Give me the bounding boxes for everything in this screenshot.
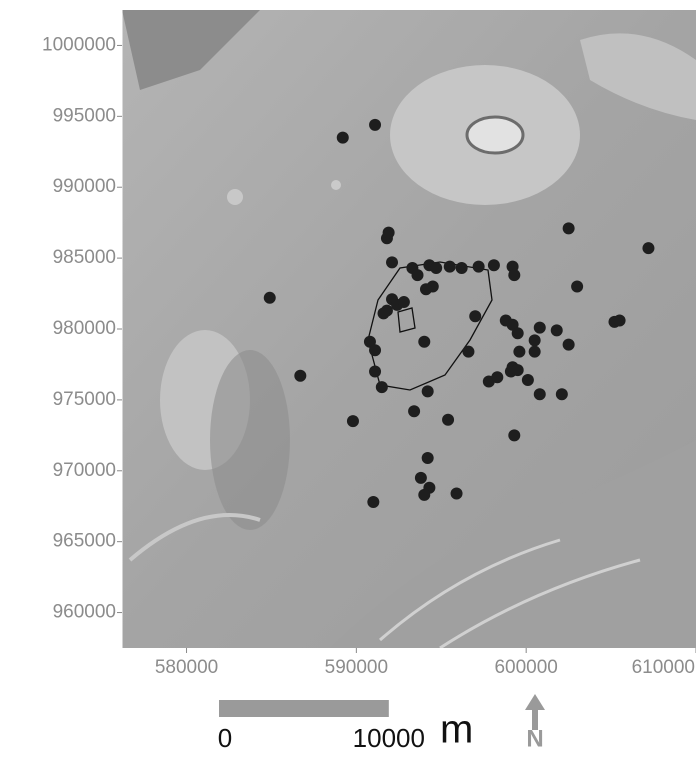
point — [529, 346, 541, 358]
scale-unit: m — [440, 708, 473, 752]
point — [551, 324, 563, 336]
point — [462, 346, 474, 358]
point — [422, 452, 434, 464]
point — [415, 472, 427, 484]
y-tick-label: 1000000 — [42, 34, 116, 55]
point — [378, 307, 390, 319]
point — [556, 388, 568, 400]
x-tick-label: 600000 — [494, 657, 557, 678]
point — [369, 344, 381, 356]
point — [522, 374, 534, 386]
map: 960000 965000 970000 975000 980000 985000 9900… — [0, 0, 696, 756]
point — [473, 261, 485, 273]
point — [614, 314, 626, 326]
point — [383, 227, 395, 239]
point — [369, 119, 381, 131]
point — [430, 262, 442, 274]
point — [398, 296, 410, 308]
x-tick-label: 590000 — [325, 657, 388, 678]
point — [512, 364, 524, 376]
point — [513, 346, 525, 358]
point — [534, 322, 546, 334]
scale-bar — [219, 700, 389, 717]
scale-label: 0 — [218, 723, 232, 753]
point — [444, 261, 456, 273]
y-tick-label: 980000 — [53, 318, 116, 339]
point — [422, 385, 434, 397]
point — [508, 269, 520, 281]
y-tick-label: 975000 — [53, 389, 116, 410]
point — [488, 259, 500, 271]
y-tick-label: 960000 — [53, 602, 116, 623]
point — [529, 334, 541, 346]
y-tick-label: 985000 — [53, 247, 116, 268]
point — [386, 256, 398, 268]
point — [534, 388, 546, 400]
point — [264, 292, 276, 304]
point — [369, 366, 381, 378]
y-tick-label: 965000 — [53, 531, 116, 552]
scale-label: 10000 — [353, 723, 425, 753]
north-label: N — [526, 725, 543, 752]
x-tick-label: 580000 — [155, 657, 218, 678]
point — [563, 222, 575, 234]
point — [418, 336, 430, 348]
point — [451, 487, 463, 499]
point — [512, 327, 524, 339]
point — [376, 381, 388, 393]
point — [411, 269, 423, 281]
point — [571, 280, 583, 292]
point — [337, 132, 349, 144]
x-tick-label: 610000 — [632, 657, 695, 678]
hillshade — [122, 10, 696, 648]
point — [367, 496, 379, 508]
y-tick-label: 995000 — [53, 105, 116, 126]
point — [563, 339, 575, 351]
point — [491, 371, 503, 383]
point — [408, 405, 420, 417]
point — [294, 370, 306, 382]
point — [420, 283, 432, 295]
point — [347, 415, 359, 427]
point — [642, 242, 654, 254]
point — [418, 489, 430, 501]
y-tick-label: 990000 — [53, 176, 116, 197]
y-tick-label: 970000 — [53, 460, 116, 481]
point — [508, 429, 520, 441]
point — [456, 262, 468, 274]
point — [469, 310, 481, 322]
point — [442, 414, 454, 426]
